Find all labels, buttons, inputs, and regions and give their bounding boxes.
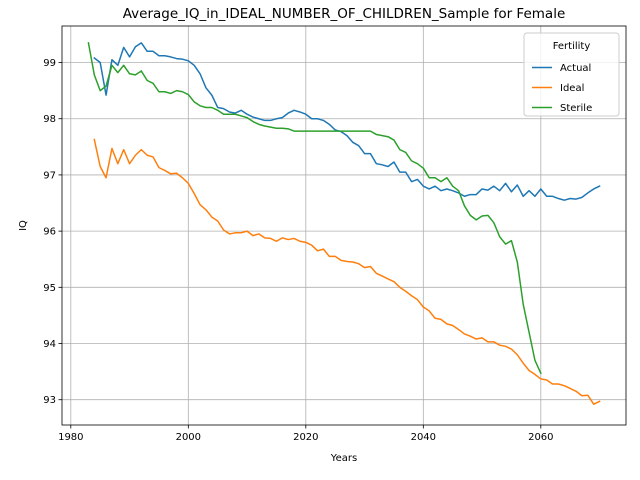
y-tick-label: 93	[43, 395, 56, 406]
series-line-sterile	[87, 41, 542, 375]
legend-box	[523, 32, 620, 117]
x-tick-label: 2020	[293, 432, 318, 443]
chart-title: Average_IQ_in_IDEAL_NUMBER_OF_CHILDREN_S…	[123, 6, 566, 22]
y-tick-label: 97	[43, 170, 56, 181]
legend-label-actual: Actual	[560, 63, 591, 74]
legend-items: Actual Ideal Sterile	[532, 63, 592, 114]
x-tick-label: 2000	[176, 432, 201, 443]
grid-lines	[62, 26, 626, 425]
y-tick-label: 98	[43, 114, 56, 125]
series-lines	[87, 41, 601, 405]
legend-title: Fertility	[553, 41, 591, 52]
plot-frame	[61, 25, 627, 426]
y-tick-label: 96	[43, 227, 56, 238]
series-line-ideal	[93, 138, 601, 405]
y-tick-label: 99	[43, 58, 56, 69]
series-line-actual	[93, 42, 601, 201]
legend-label-sterile: Sterile	[560, 103, 592, 114]
y-axis-ticks: 93 94 95 96 97 98 99	[43, 58, 62, 406]
x-axis-label: Years	[330, 453, 357, 464]
x-axis-ticks: 1980 2000 2020 2040 2060	[58, 425, 554, 443]
y-tick-label: 94	[43, 339, 56, 350]
legend: Fertility Actual Ideal Sterile	[523, 32, 620, 117]
x-tick-label: 2060	[528, 432, 553, 443]
x-tick-label: 1980	[58, 432, 83, 443]
legend-label-ideal: Ideal	[560, 83, 584, 94]
y-axis-label: IQ	[18, 220, 29, 231]
x-tick-label: 2040	[411, 432, 436, 443]
y-tick-label: 95	[43, 283, 56, 294]
